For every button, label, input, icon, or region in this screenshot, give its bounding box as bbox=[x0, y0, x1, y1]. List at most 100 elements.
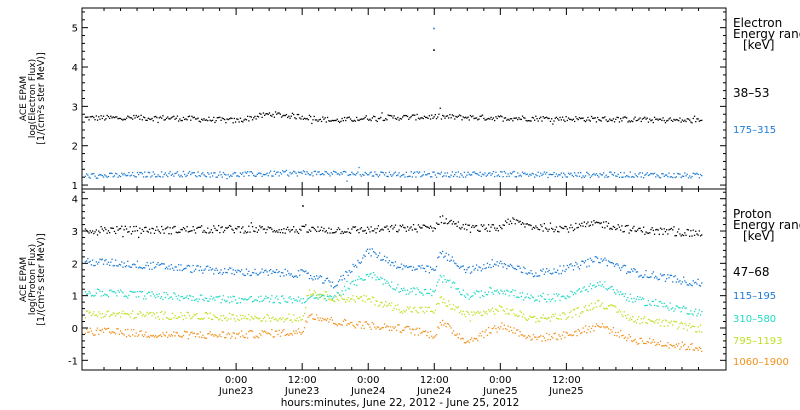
data-point bbox=[226, 227, 228, 229]
data-point bbox=[458, 227, 461, 229]
data-point bbox=[220, 336, 222, 338]
data-point bbox=[472, 340, 474, 342]
data-point bbox=[133, 174, 135, 177]
data-point bbox=[500, 326, 502, 328]
data-point bbox=[326, 318, 329, 320]
data-point bbox=[466, 269, 468, 271]
data-point bbox=[673, 320, 675, 322]
data-point bbox=[672, 307, 674, 309]
data-point bbox=[105, 228, 107, 231]
data-point bbox=[295, 118, 297, 120]
data-point bbox=[140, 267, 142, 269]
data-point bbox=[204, 119, 206, 121]
data-point bbox=[659, 118, 662, 120]
data-point bbox=[582, 327, 584, 329]
data-point bbox=[595, 285, 598, 288]
data-point bbox=[167, 294, 169, 296]
data-point bbox=[458, 333, 461, 335]
data-point bbox=[495, 308, 497, 310]
data-point bbox=[290, 115, 292, 117]
data-point bbox=[517, 296, 519, 298]
data-point bbox=[333, 120, 335, 122]
data-point bbox=[84, 332, 87, 334]
data-point bbox=[191, 271, 193, 274]
data-point bbox=[308, 174, 311, 176]
data-point bbox=[371, 117, 373, 119]
data-point bbox=[190, 173, 192, 176]
data-point bbox=[181, 315, 183, 317]
data-point bbox=[509, 326, 512, 328]
data-point bbox=[455, 263, 457, 265]
data-point bbox=[303, 171, 306, 173]
data-point bbox=[331, 281, 334, 283]
data-point bbox=[434, 309, 436, 311]
data-point bbox=[358, 119, 360, 122]
data-point bbox=[353, 325, 355, 328]
data-point bbox=[161, 117, 163, 119]
data-point bbox=[425, 288, 427, 290]
data-point bbox=[196, 118, 198, 120]
data-point bbox=[689, 119, 691, 121]
data-point bbox=[551, 227, 553, 229]
data-point bbox=[376, 256, 378, 259]
data-point bbox=[203, 317, 205, 319]
data-point bbox=[531, 296, 533, 298]
data-point bbox=[399, 290, 401, 293]
data-point bbox=[426, 226, 428, 228]
data-point bbox=[451, 256, 453, 258]
data-point bbox=[159, 334, 162, 336]
data-point bbox=[474, 117, 476, 119]
data-point bbox=[467, 116, 469, 118]
data-point bbox=[686, 348, 688, 350]
data-point bbox=[587, 116, 589, 119]
data-point bbox=[392, 326, 394, 328]
data-point bbox=[228, 118, 231, 120]
data-point bbox=[669, 117, 671, 119]
data-point bbox=[139, 290, 141, 292]
data-point bbox=[360, 296, 363, 298]
data-point bbox=[86, 328, 88, 330]
data-point bbox=[611, 228, 613, 230]
data-point bbox=[500, 289, 502, 291]
data-point bbox=[276, 295, 278, 297]
data-point bbox=[521, 171, 524, 173]
data-point bbox=[580, 172, 582, 174]
data-point bbox=[290, 229, 292, 231]
data-point bbox=[523, 223, 525, 225]
data-point bbox=[119, 289, 122, 291]
data-point bbox=[635, 120, 637, 122]
data-point bbox=[498, 262, 501, 264]
data-point bbox=[610, 329, 612, 331]
data-point bbox=[255, 317, 257, 319]
data-point bbox=[652, 271, 654, 273]
data-point bbox=[651, 300, 653, 302]
data-point bbox=[547, 339, 549, 341]
data-point bbox=[399, 176, 401, 178]
data-point bbox=[202, 272, 204, 274]
outlier-point bbox=[433, 49, 435, 51]
data-point bbox=[317, 298, 319, 300]
data-point bbox=[421, 227, 423, 229]
data-point bbox=[490, 287, 492, 289]
data-point bbox=[583, 120, 585, 122]
data-point bbox=[209, 266, 211, 269]
data-point bbox=[425, 330, 427, 332]
data-point bbox=[111, 172, 113, 175]
data-point bbox=[117, 328, 119, 330]
data-point bbox=[475, 290, 478, 292]
data-point bbox=[681, 175, 683, 177]
data-point bbox=[605, 221, 607, 223]
data-point bbox=[261, 320, 263, 322]
data-point bbox=[386, 175, 388, 177]
data-point bbox=[587, 221, 589, 223]
data-point bbox=[504, 172, 507, 174]
data-point bbox=[260, 227, 262, 229]
data-point bbox=[379, 230, 381, 232]
data-point bbox=[647, 276, 650, 279]
data-point bbox=[167, 336, 169, 338]
data-point bbox=[643, 177, 645, 179]
data-point bbox=[117, 265, 119, 267]
data-point bbox=[222, 295, 225, 297]
data-point bbox=[173, 292, 175, 294]
